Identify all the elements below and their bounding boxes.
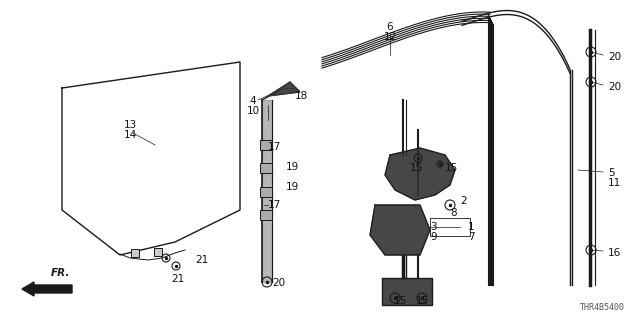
Text: 9: 9 <box>430 232 436 242</box>
FancyBboxPatch shape <box>260 163 272 173</box>
Text: 19: 19 <box>286 182 300 192</box>
Polygon shape <box>370 205 430 255</box>
Text: 2: 2 <box>460 196 467 206</box>
Text: 4: 4 <box>250 96 256 106</box>
Text: 21: 21 <box>195 255 208 265</box>
Text: 15: 15 <box>410 163 422 173</box>
Text: 5: 5 <box>608 168 614 178</box>
Text: 19: 19 <box>286 162 300 172</box>
Text: 3: 3 <box>430 222 436 232</box>
Text: 13: 13 <box>124 120 136 130</box>
Text: 1: 1 <box>468 222 475 232</box>
Text: 15: 15 <box>445 163 458 173</box>
Text: 11: 11 <box>608 178 621 188</box>
FancyBboxPatch shape <box>260 187 272 197</box>
Text: 17: 17 <box>268 200 281 210</box>
Text: 15: 15 <box>415 296 429 306</box>
Polygon shape <box>262 100 272 282</box>
FancyBboxPatch shape <box>154 248 162 256</box>
Text: 12: 12 <box>383 32 397 42</box>
Text: 20: 20 <box>608 82 621 92</box>
FancyBboxPatch shape <box>260 140 272 150</box>
FancyArrow shape <box>22 282 72 296</box>
Text: 15: 15 <box>394 296 406 306</box>
Text: 18: 18 <box>295 91 308 101</box>
Polygon shape <box>268 82 300 96</box>
FancyBboxPatch shape <box>260 210 272 220</box>
Text: 17: 17 <box>268 142 281 152</box>
Text: 20: 20 <box>272 278 285 288</box>
FancyBboxPatch shape <box>131 249 139 257</box>
Text: 6: 6 <box>387 22 394 32</box>
Text: THR4B5400: THR4B5400 <box>580 303 625 312</box>
Text: 20: 20 <box>608 52 621 62</box>
Text: 10: 10 <box>246 106 260 116</box>
Text: 21: 21 <box>172 274 184 284</box>
Text: 14: 14 <box>124 130 136 140</box>
Text: 7: 7 <box>468 232 475 242</box>
Text: FR.: FR. <box>51 268 70 278</box>
Text: 8: 8 <box>450 208 456 218</box>
Text: 16: 16 <box>608 248 621 258</box>
Polygon shape <box>385 148 455 200</box>
Polygon shape <box>382 278 432 305</box>
